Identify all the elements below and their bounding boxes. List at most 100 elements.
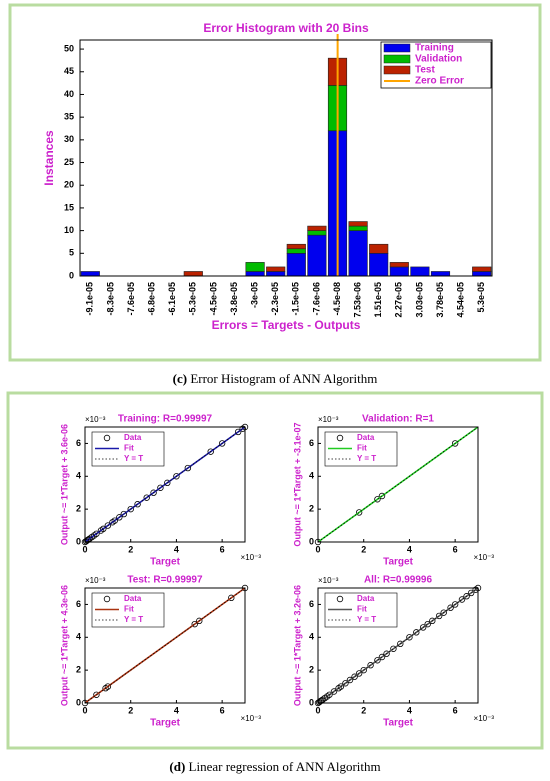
x-tick-label: 4	[407, 544, 412, 554]
data-point	[413, 629, 420, 636]
y-tick-label: 10	[64, 225, 74, 235]
data-point	[111, 517, 118, 524]
y-tick-label: 5	[69, 248, 74, 258]
data-point	[360, 666, 367, 674]
x-tick-label: 3.78e-05	[435, 282, 445, 318]
legend-label: Fit	[124, 444, 134, 453]
chart-title: Error Histogram with 20 Bins	[203, 21, 369, 35]
bar-segment	[348, 230, 368, 277]
data-point	[467, 589, 475, 597]
data-point	[207, 448, 214, 455]
data-point	[196, 617, 203, 625]
panel-border	[8, 3, 542, 362]
legend-swatch	[103, 595, 111, 603]
data-point	[342, 680, 349, 687]
data-point	[218, 440, 226, 447]
x-tick-label: 4	[174, 544, 179, 554]
y-tick-label: 4	[76, 632, 81, 642]
legend-label: Training	[415, 43, 454, 54]
panel-border	[6, 391, 544, 750]
caption: (c) Error Histogram of ANN Algorithm	[173, 371, 378, 386]
y-multiplier: ×10⁻³	[85, 415, 106, 424]
bar-segment	[369, 243, 389, 254]
bar-segment	[430, 271, 451, 277]
data-point	[104, 522, 112, 529]
data-point	[451, 440, 459, 447]
x-tick-label: 1.51e-05	[373, 282, 383, 318]
x-tick-label: -7.6e-06	[311, 282, 321, 316]
data-point	[383, 650, 390, 657]
y-tick-label: 6	[309, 599, 314, 609]
identity-line	[84, 587, 246, 704]
chart-title: Validation: R=1	[362, 414, 434, 425]
legend-label: Data	[357, 433, 375, 442]
x-tick-label: -1.5e-05	[291, 282, 301, 316]
identity-line	[84, 426, 246, 543]
data-point	[374, 496, 381, 503]
x-tick-label: 6	[220, 705, 225, 715]
bar-segment	[348, 225, 368, 231]
data-point	[419, 624, 427, 631]
legend-swatch	[103, 434, 111, 442]
plot-frame	[317, 587, 479, 704]
bar-segment	[389, 266, 409, 277]
x-tick-label: -6.8e-05	[146, 282, 156, 316]
data-point	[378, 492, 386, 500]
y-tick-label: 35	[64, 112, 74, 122]
x-axis-label: Target	[150, 557, 180, 568]
data-point	[447, 604, 454, 611]
x-tick-label: 5.3e-05	[476, 282, 486, 313]
x-multiplier: ×10⁻³	[474, 714, 495, 723]
data-point	[378, 653, 386, 661]
legend-label: Zero Error	[415, 76, 464, 87]
data-point	[184, 464, 192, 472]
data-point	[355, 509, 363, 516]
legend-label: Y = T	[357, 615, 376, 624]
caption: (d) Linear regression of ANN Algorithm	[169, 759, 380, 774]
y-tick-label: 50	[64, 43, 74, 53]
x-tick-label: -4.5e-08	[332, 282, 342, 316]
y-tick-label: 2	[309, 504, 314, 514]
x-tick-label: 0	[82, 705, 87, 715]
x-multiplier: ×10⁻³	[241, 553, 262, 562]
data-point	[164, 479, 171, 487]
data-point	[127, 505, 134, 513]
bar-segment	[80, 271, 100, 277]
legend-label: Fit	[357, 605, 367, 614]
identity-line	[317, 426, 479, 543]
x-tick-label: -5.3e-05	[188, 282, 198, 316]
caption-label: (c)	[173, 371, 187, 386]
data-point	[435, 612, 443, 620]
data-point	[330, 688, 338, 695]
x-tick-label: 4	[174, 705, 179, 715]
legend-label: Data	[124, 433, 142, 442]
data-point	[337, 683, 345, 690]
legend-label: Y = T	[124, 454, 143, 463]
bar-segment	[348, 221, 368, 227]
data-point	[326, 691, 333, 698]
y-tick-label: 0	[76, 536, 81, 546]
x-axis-label: Target	[383, 718, 413, 729]
x-tick-label: -6.1e-05	[167, 282, 177, 316]
data-point	[424, 620, 431, 628]
legend-label: Data	[357, 594, 375, 603]
y-tick-label: 25	[64, 157, 74, 167]
bar-segment	[369, 253, 389, 277]
data-point	[116, 514, 123, 521]
x-tick-label: -8.3e-05	[105, 282, 115, 316]
x-tick-label: 3.03e-05	[414, 282, 424, 318]
legend-swatch	[383, 65, 411, 75]
data-point	[406, 634, 413, 641]
x-tick-label: 6	[220, 544, 225, 554]
bar-segment	[307, 230, 327, 236]
data-point	[173, 473, 180, 480]
bar-segment	[245, 262, 265, 272]
bar-segment	[286, 248, 306, 254]
y-tick-label: 0	[309, 697, 314, 707]
data-point	[100, 525, 107, 533]
data-point	[346, 676, 354, 684]
x-tick-label: 0	[82, 544, 87, 554]
data-point	[463, 593, 470, 600]
legend-label: Fit	[124, 605, 134, 614]
